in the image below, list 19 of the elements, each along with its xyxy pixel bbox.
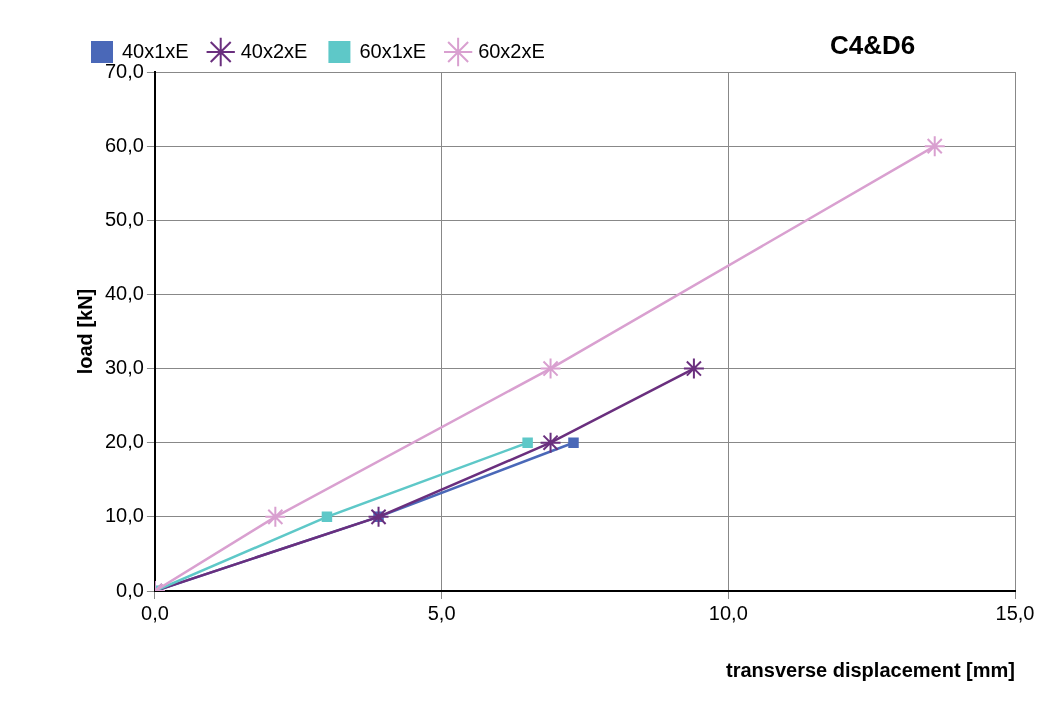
legend-label: 60x1xE xyxy=(359,39,427,62)
y-tick-label: 20,0 xyxy=(104,430,144,453)
y-tick-label: 50,0 xyxy=(104,207,144,230)
x-tick-label: 5,0 xyxy=(427,601,456,624)
y-axis-title: load [kN] xyxy=(73,288,96,375)
x-axis-title: transverse displacement [mm] xyxy=(725,658,1015,681)
x-tick-label: 15,0 xyxy=(995,601,1035,624)
legend-label: 60x2xE xyxy=(478,39,545,62)
y-tick-label: 60,0 xyxy=(104,133,144,156)
legend-label: 40x2xE xyxy=(240,39,308,62)
x-tick-label: 10,0 xyxy=(708,601,748,624)
y-tick-label: 70,0 xyxy=(104,59,144,82)
y-tick-label: 30,0 xyxy=(104,356,144,379)
legend-label: 40x1xE xyxy=(122,39,189,62)
y-tick-label: 10,0 xyxy=(104,504,144,527)
chart-title: C4&D6 xyxy=(830,30,916,61)
y-tick-label: 0,0 xyxy=(116,578,144,601)
y-tick-label: 40,0 xyxy=(104,281,144,304)
x-tick-label: 0,0 xyxy=(141,601,169,624)
